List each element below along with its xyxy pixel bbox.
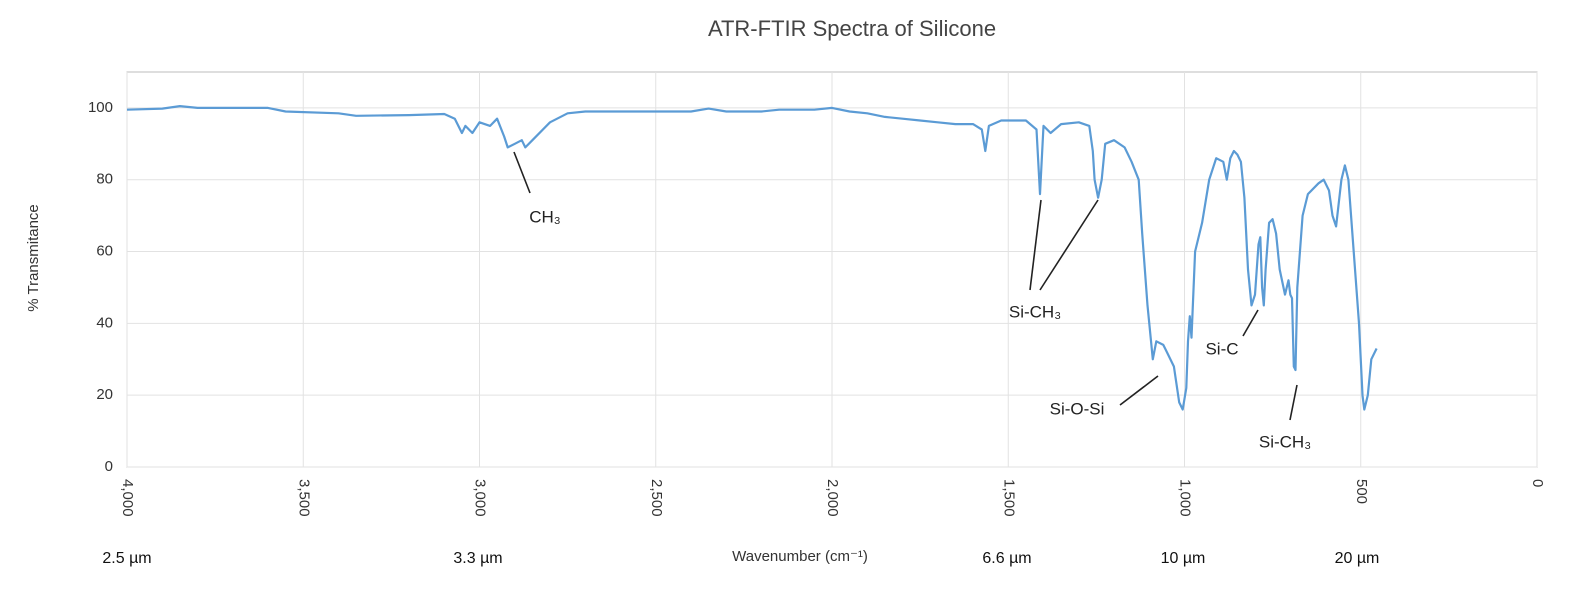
chart-background — [14, 14, 1564, 579]
wavelength-label: 6.6 µm — [982, 550, 1031, 567]
x-tick-label: 4,000 — [119, 479, 136, 517]
wavelength-label: 10 µm — [1161, 550, 1206, 567]
x-tick-label: 3,500 — [295, 479, 312, 517]
annotation-leader — [1039, 199, 1099, 291]
wavelength-label: 3.3 µm — [453, 550, 502, 567]
annotation: Si-C — [1205, 339, 1238, 358]
x-tick-label: 2,500 — [648, 479, 665, 517]
x-tick-label: 1,500 — [1000, 479, 1017, 517]
y-tick-label: 100 — [88, 99, 113, 116]
chart-title: ATR-FTIR Spectra of Silicone — [708, 16, 996, 41]
annotation: Si-O-Si — [1050, 399, 1105, 418]
x-tick-label: 3,000 — [472, 479, 489, 517]
wavelength-label: 2.5 µm — [102, 550, 151, 567]
y-tick-label: 80 — [96, 171, 113, 188]
x-tick-label: 500 — [1353, 479, 1370, 504]
y-tick-label: 0 — [105, 458, 113, 475]
annotation: Si-CH₃ — [1009, 302, 1061, 321]
y-tick-label: 40 — [96, 314, 113, 331]
x-tick-label: 2,000 — [824, 479, 841, 517]
x-axis-label: Wavenumber (cm⁻¹) — [732, 548, 868, 565]
y-tick-label: 20 — [96, 386, 113, 403]
x-tick-label: 1,000 — [1177, 479, 1194, 517]
annotation-leader — [1289, 384, 1298, 421]
annotation-leader — [1242, 309, 1259, 337]
annotation: CH₃ — [529, 207, 560, 226]
annotation-leader — [513, 151, 531, 194]
spectrum-line — [126, 105, 1378, 411]
annotation-leader — [1029, 199, 1042, 291]
annotation-leader — [1119, 375, 1159, 406]
y-axis-label: % Transmitance — [25, 204, 42, 312]
annotation: Si-CH₃ — [1259, 432, 1311, 451]
wavelength-label: 20 µm — [1335, 550, 1380, 567]
y-tick-label: 60 — [96, 243, 113, 260]
x-tick-label: 0 — [1529, 479, 1546, 487]
